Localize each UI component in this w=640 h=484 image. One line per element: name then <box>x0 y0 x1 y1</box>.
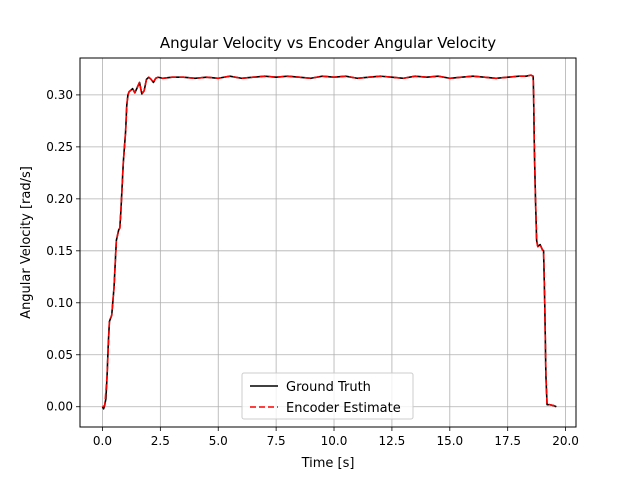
x-tick-label: 0.0 <box>93 434 112 448</box>
legend: Ground Truth Encoder Estimate <box>241 372 414 420</box>
legend-label-ground-truth: Ground Truth <box>286 380 371 395</box>
y-tick-label: 0.10 <box>46 296 73 310</box>
x-tick-label: 17.5 <box>494 434 521 448</box>
x-tick-label: 12.5 <box>379 434 406 448</box>
y-tick-label: 0.20 <box>46 192 73 206</box>
y-axis-label: Angular Velocity [rad/s] <box>19 166 34 319</box>
x-tick-label: 20.0 <box>552 434 579 448</box>
x-tick-label: 15.0 <box>436 434 463 448</box>
x-tick-label: 5.0 <box>209 434 228 448</box>
y-tick-label: 0.25 <box>46 140 73 154</box>
legend-box <box>241 372 414 420</box>
y-tick-label: 0.30 <box>46 88 73 102</box>
y-tick-label: 0.00 <box>46 400 73 414</box>
y-tick-label: 0.05 <box>46 348 73 362</box>
x-tick-label: 7.5 <box>267 434 286 448</box>
series-layer <box>101 74 557 410</box>
chart-title: Angular Velocity vs Encoder Angular Velo… <box>160 34 496 52</box>
x-tick-label: 2.5 <box>151 434 170 448</box>
y-tick-label: 0.15 <box>46 244 73 258</box>
tick-layer: 0.0 2.5 5.0 7.5 10.0 12.5 15.0 17.5 20.0 0.00 0.05… <box>46 88 579 448</box>
x-axis-label: Time [s] <box>301 456 355 471</box>
series-line-encoder-estimate <box>102 74 557 408</box>
plot-frame <box>79 57 577 428</box>
x-tick-label: 10.0 <box>321 434 348 448</box>
legend-label-encoder-estimate: Encoder Estimate <box>286 401 401 416</box>
